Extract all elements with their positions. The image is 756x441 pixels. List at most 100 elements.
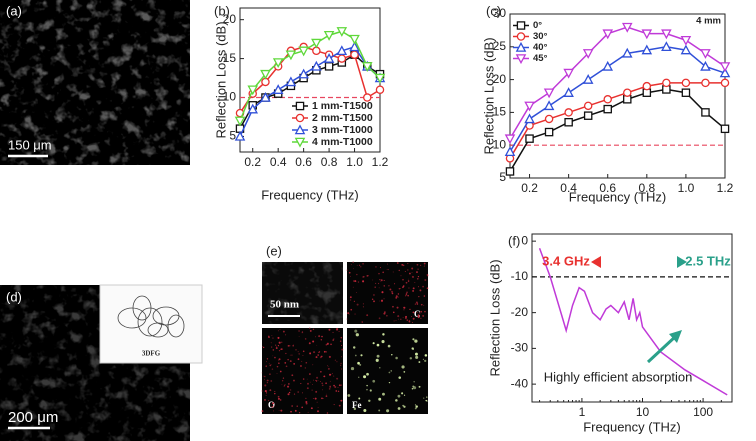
map-dot [420, 310, 422, 313]
map-dot [306, 387, 309, 390]
marker [603, 95, 612, 104]
map-dot [279, 328, 281, 330]
map-dot [416, 263, 419, 266]
map-dot [426, 273, 429, 276]
map-dot [274, 392, 276, 395]
map-dot [378, 287, 380, 289]
map-dot [379, 367, 381, 369]
map-dot [274, 356, 276, 359]
marker [623, 88, 632, 97]
marker [563, 68, 574, 79]
map-dot [321, 335, 323, 338]
x-tick-label: 0.6 [295, 155, 312, 169]
map-dot [298, 330, 300, 332]
map-dot [267, 379, 269, 382]
map-dot [292, 344, 294, 347]
map-dot [397, 293, 400, 295]
map-dot [346, 318, 348, 320]
map-dot [327, 367, 330, 370]
y-tick-label: 10 [223, 90, 237, 104]
map-dot [378, 409, 381, 412]
map-dot [326, 393, 327, 395]
map-dot [283, 384, 285, 386]
map-dot [386, 269, 388, 270]
marker [285, 76, 297, 87]
y-tick-label: -10 [511, 269, 529, 283]
series-line [509, 82, 725, 159]
arrow-head [591, 256, 601, 268]
marker [720, 78, 730, 88]
map-dot [325, 382, 327, 385]
map-dot [386, 409, 390, 413]
map-dot [424, 310, 426, 313]
y-tick-label: 20 [223, 12, 237, 26]
panel-label: (a) [6, 3, 22, 18]
legend-label: 40° [533, 42, 548, 53]
x-tick-label: 0.8 [638, 181, 655, 195]
map-dot [411, 321, 413, 323]
map-dot [301, 360, 303, 362]
map-dot [423, 262, 426, 265]
arrow-head [669, 330, 682, 343]
map-dot [302, 378, 305, 380]
map-dot [361, 321, 363, 323]
annotation: 3.4 GHz [542, 253, 590, 268]
map-dot [271, 406, 274, 408]
map-dot [376, 354, 380, 358]
map-dot [351, 264, 352, 266]
x-tick-label: 0.2 [244, 155, 261, 169]
map-dot [417, 286, 419, 288]
map-dot [426, 400, 428, 402]
map-dot [383, 298, 385, 300]
map-dot [291, 405, 293, 407]
marker [349, 34, 360, 45]
map-dot [397, 296, 399, 298]
map-dot [323, 375, 326, 378]
map-label: O [268, 400, 275, 410]
map-dot [383, 280, 385, 282]
map-dot [293, 344, 294, 346]
map-dot [388, 285, 390, 287]
marker [661, 41, 672, 52]
map-dot [279, 370, 282, 373]
map-dot [301, 406, 303, 409]
map-dot [305, 401, 308, 404]
x-tick-label: 1.0 [346, 155, 363, 169]
map-dot [329, 373, 332, 376]
map-label: C [414, 309, 421, 319]
map-dot [339, 340, 342, 342]
map-dot [418, 296, 420, 298]
map-dot [423, 295, 426, 297]
map-dot [316, 376, 319, 379]
map-dot [417, 268, 419, 270]
map-dot [281, 383, 283, 385]
map-dot [395, 295, 398, 298]
map-dot [312, 384, 313, 385]
map-dot [274, 390, 276, 393]
map-dot [289, 389, 292, 391]
map-dot [333, 375, 335, 377]
map-dot [356, 291, 357, 293]
map-dot [390, 290, 394, 293]
map-dot [277, 395, 280, 398]
map-dot [379, 300, 381, 302]
x-axis-label: Frequency (THz) [261, 187, 359, 202]
map-dot [360, 266, 362, 268]
marker [719, 67, 731, 78]
y-tick-label: -20 [511, 305, 529, 319]
map-dot [382, 333, 385, 336]
sem-image-d: (d) 3DFG 200 μm [0, 284, 203, 441]
map-dot [265, 365, 267, 367]
map-dot [280, 409, 283, 412]
x-tick-label: 1.2 [372, 155, 389, 169]
map-dot [422, 314, 425, 317]
map-dot [289, 360, 292, 363]
map-dot [400, 275, 402, 277]
map-dot [366, 275, 369, 277]
map-dot [281, 341, 283, 343]
map-dot [366, 314, 369, 317]
map-dot [276, 373, 278, 374]
marker [583, 101, 593, 111]
map-dot [373, 294, 375, 296]
map-dot [302, 355, 304, 356]
